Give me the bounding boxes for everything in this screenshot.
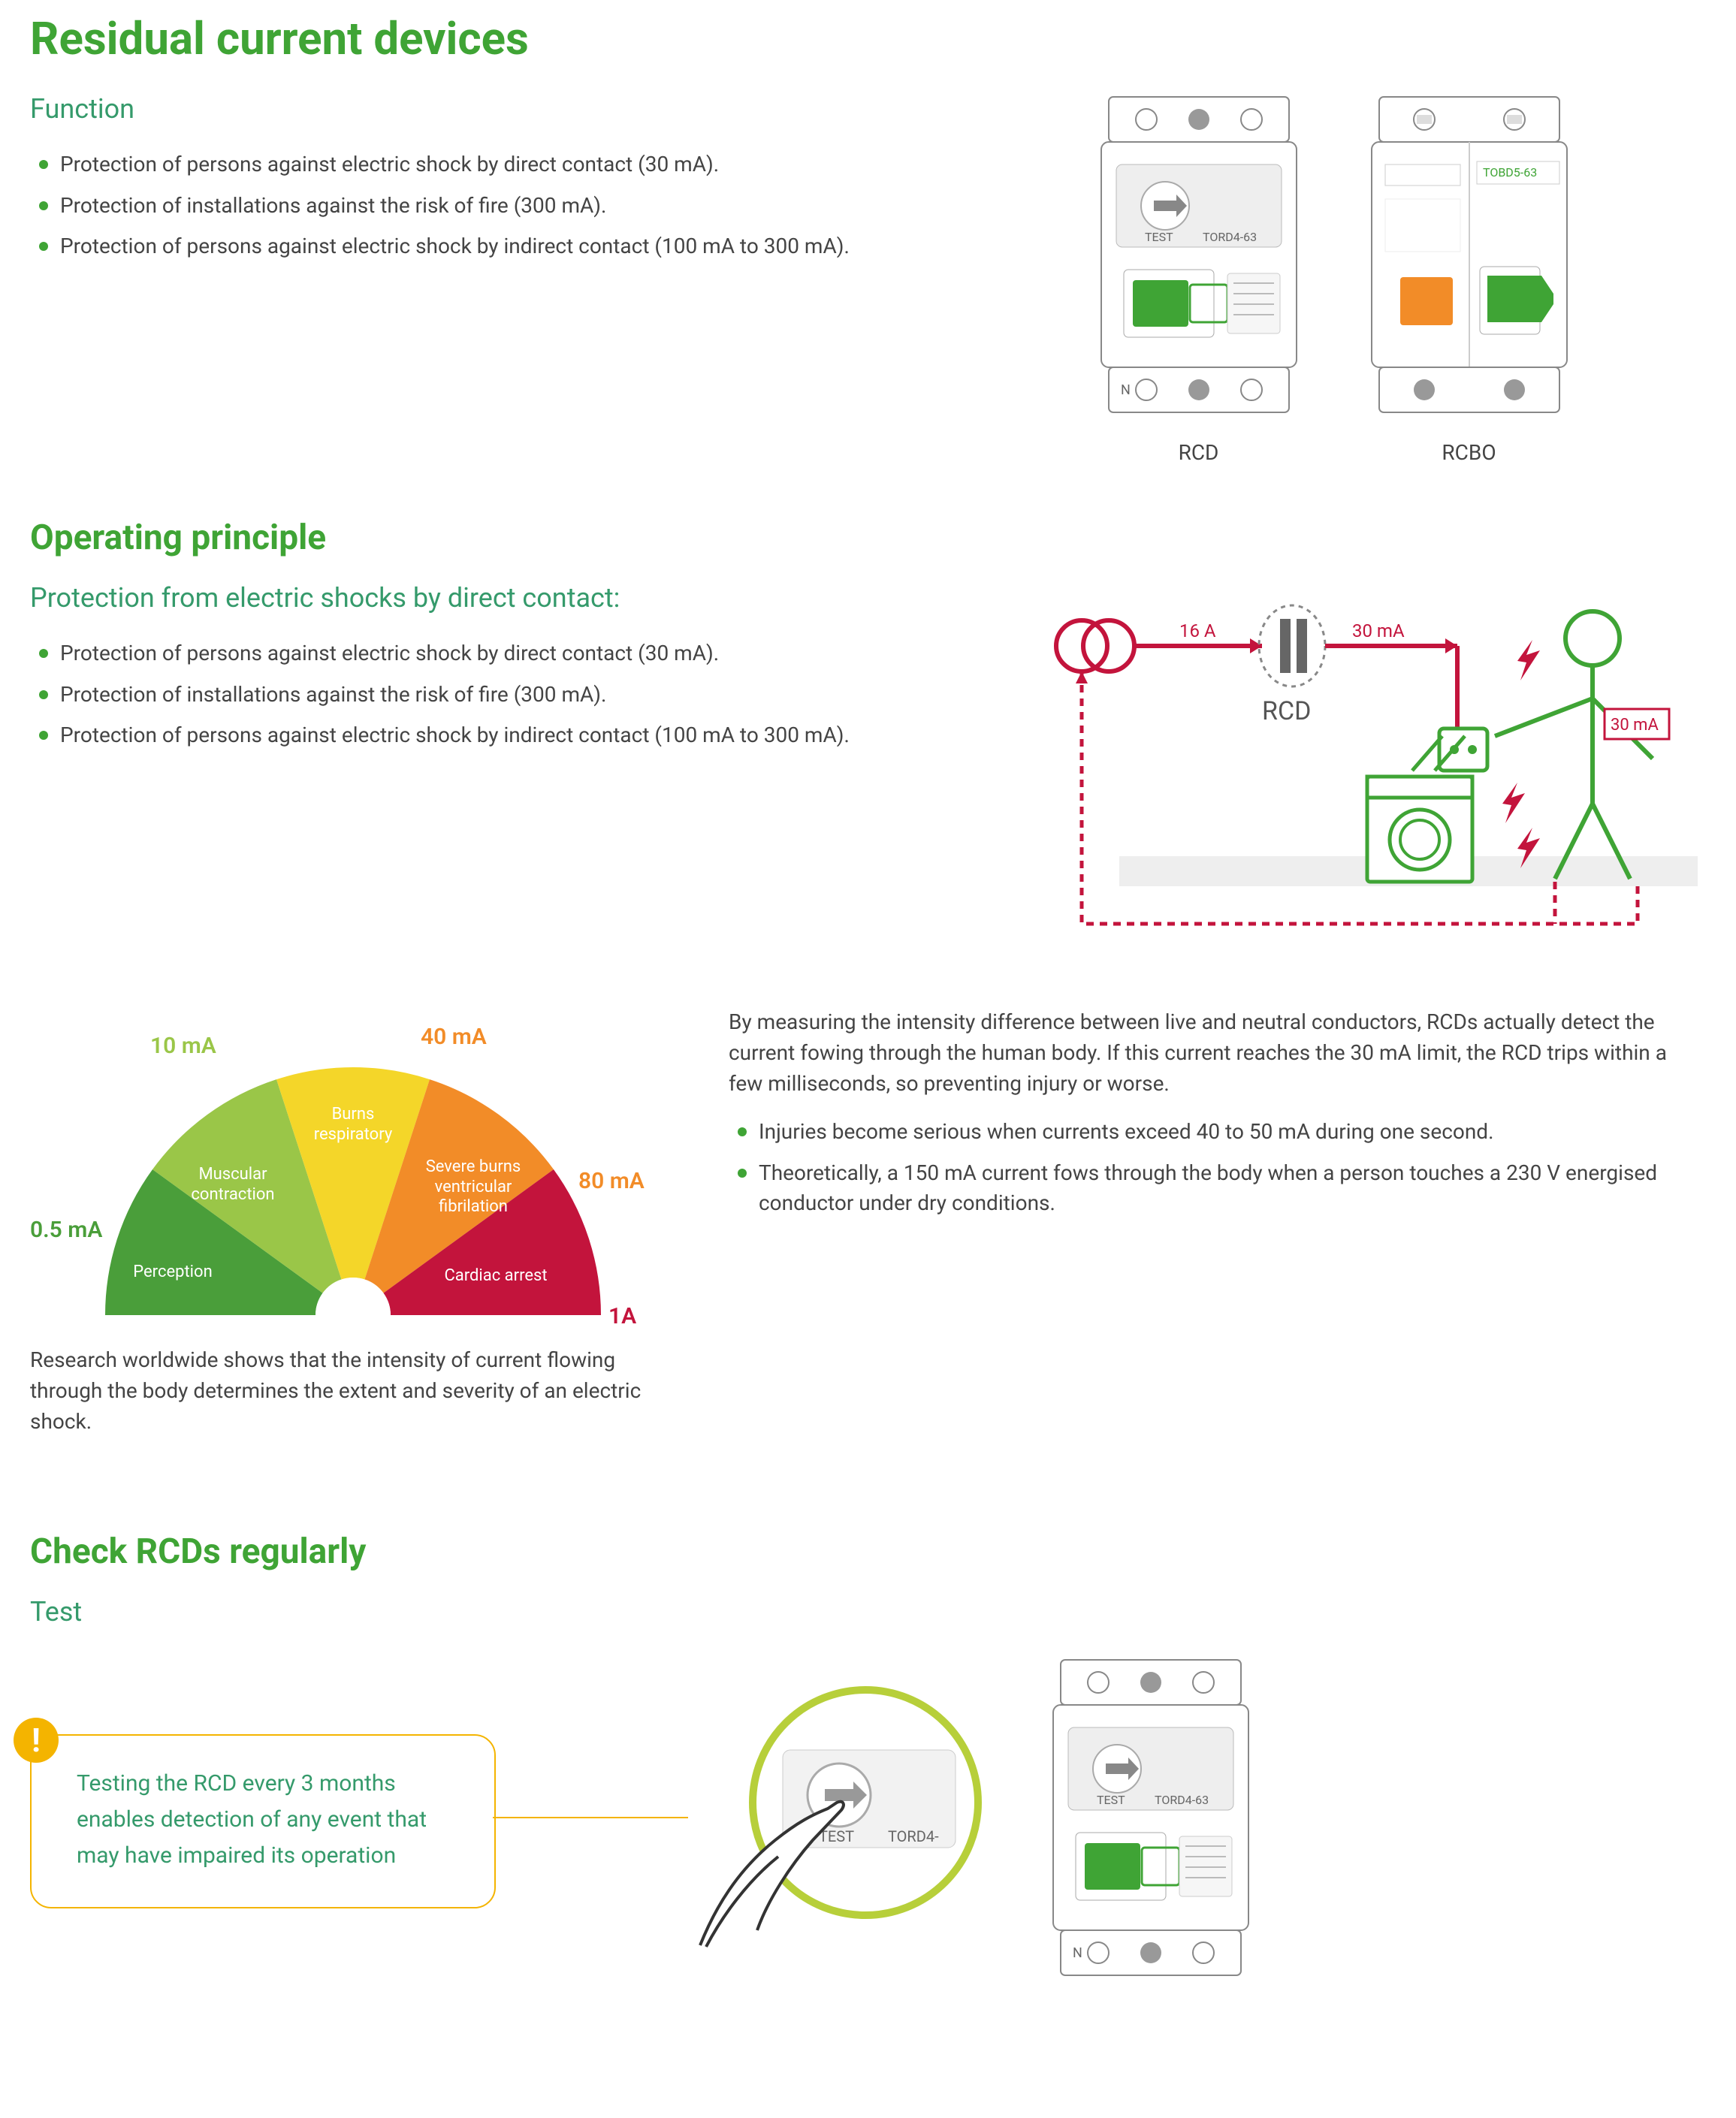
connector-line bbox=[493, 1814, 688, 1821]
rcd-facts-list: Injuries become serious when currents ex… bbox=[729, 1117, 1706, 1219]
rcd-figure: TEST TORD4-63 bbox=[1094, 89, 1304, 468]
page-title: Residual current devices bbox=[30, 6, 1706, 71]
list-item: Protection of installations against the … bbox=[60, 680, 992, 711]
model-label: TOBD5-63 bbox=[1483, 165, 1537, 180]
list-item: Protection of persons against electric s… bbox=[60, 638, 992, 669]
test-callout: ! Testing the RCD every 3 months enables… bbox=[30, 1734, 496, 1908]
severity-gauge: 0.5 mA 10 mA 40 mA 80 mA 1A Perception M… bbox=[30, 1007, 676, 1330]
tick-0: 0.5 mA bbox=[30, 1214, 102, 1247]
tick-2: 40 mA bbox=[421, 1021, 487, 1054]
test-zoom-icon: TEST TORD4- bbox=[685, 1682, 1001, 1953]
rcbo-figure: TOBD5-63 RCBO bbox=[1364, 89, 1574, 468]
rcd-body-text: By measuring the intensity difference be… bbox=[729, 1007, 1706, 1099]
model-label: TORD4-63 bbox=[1203, 230, 1257, 244]
warning-icon: ! bbox=[14, 1718, 59, 1763]
in-current: 16 A bbox=[1179, 620, 1216, 641]
shock-diagram-svg: 16 A RCD 30 mA bbox=[1037, 578, 1698, 954]
function-subtitle: Function bbox=[30, 89, 916, 128]
callout-text: Testing the RCD every 3 months enables d… bbox=[77, 1770, 427, 1869]
trip-current: 30 mA bbox=[1352, 620, 1405, 641]
rcd-label: RCD bbox=[1094, 438, 1304, 469]
test-label: TEST bbox=[1145, 230, 1173, 244]
section-check-rcds: Check RCDs regularly Test ! Testing the … bbox=[30, 1527, 1706, 1983]
function-list: Protection of persons against electric s… bbox=[30, 149, 916, 262]
rcbo-device-icon: TOBD5-63 bbox=[1364, 89, 1574, 420]
rcd-device-icon: TEST TORD4-63 bbox=[1094, 89, 1304, 420]
seg-4: Cardiac arrest bbox=[428, 1266, 563, 1286]
model-label-2: TORD4-63 bbox=[1155, 1793, 1209, 1807]
seg-2: Burns respiratory bbox=[293, 1105, 413, 1145]
shock-diagram: 16 A RCD 30 mA bbox=[1037, 578, 1706, 963]
tick-1: 10 mA bbox=[150, 1030, 216, 1063]
list-item: Theoretically, a 150 mA current fows thr… bbox=[759, 1158, 1706, 1219]
operating-list: Protection of persons against electric s… bbox=[30, 638, 992, 751]
list-item: Protection of persons against electric s… bbox=[60, 720, 992, 751]
device-illustrations: TEST TORD4-63 bbox=[962, 89, 1706, 468]
section-residual-current-devices: Residual current devices Function Protec… bbox=[30, 6, 1706, 468]
list-item: Protection of installations against the … bbox=[60, 191, 916, 222]
list-item: Protection of persons against electric s… bbox=[60, 149, 916, 180]
section-gauge-explanation: 0.5 mA 10 mA 40 mA 80 mA 1A Perception M… bbox=[30, 1007, 1706, 1437]
svg-text:N: N bbox=[1121, 382, 1131, 398]
rcd-device-test-icon: TEST TORD4-63 N bbox=[1046, 1652, 1256, 1983]
rcd-text: RCD bbox=[1262, 696, 1311, 726]
seg-0: Perception bbox=[113, 1263, 233, 1282]
zoom-model: TORD4- bbox=[888, 1827, 939, 1845]
svg-text:N: N bbox=[1073, 1945, 1082, 1961]
gauge-caption: Research worldwide shows that the intens… bbox=[30, 1345, 684, 1437]
operating-title: Operating principle bbox=[30, 513, 1706, 563]
test-label-2: TEST bbox=[1097, 1793, 1125, 1807]
test-subtitle: Test bbox=[30, 1592, 1706, 1631]
seg-3: Severe burns ventricular fibrilation bbox=[406, 1157, 541, 1217]
list-item: Protection of persons against electric s… bbox=[60, 231, 916, 262]
seg-1: Muscular contraction bbox=[173, 1165, 293, 1205]
body-current: 30 mA bbox=[1611, 716, 1659, 735]
list-item: Injuries become serious when currents ex… bbox=[759, 1117, 1706, 1148]
direct-contact-subtitle: Protection from electric shocks by direc… bbox=[30, 578, 992, 617]
tick-3: 80 mA bbox=[578, 1165, 645, 1198]
check-title: Check RCDs regularly bbox=[30, 1527, 1706, 1577]
rcbo-label: RCBO bbox=[1364, 438, 1574, 469]
section-operating-principle: Operating principle Protection from elec… bbox=[30, 513, 1706, 962]
tick-4: 1A bbox=[608, 1300, 636, 1333]
